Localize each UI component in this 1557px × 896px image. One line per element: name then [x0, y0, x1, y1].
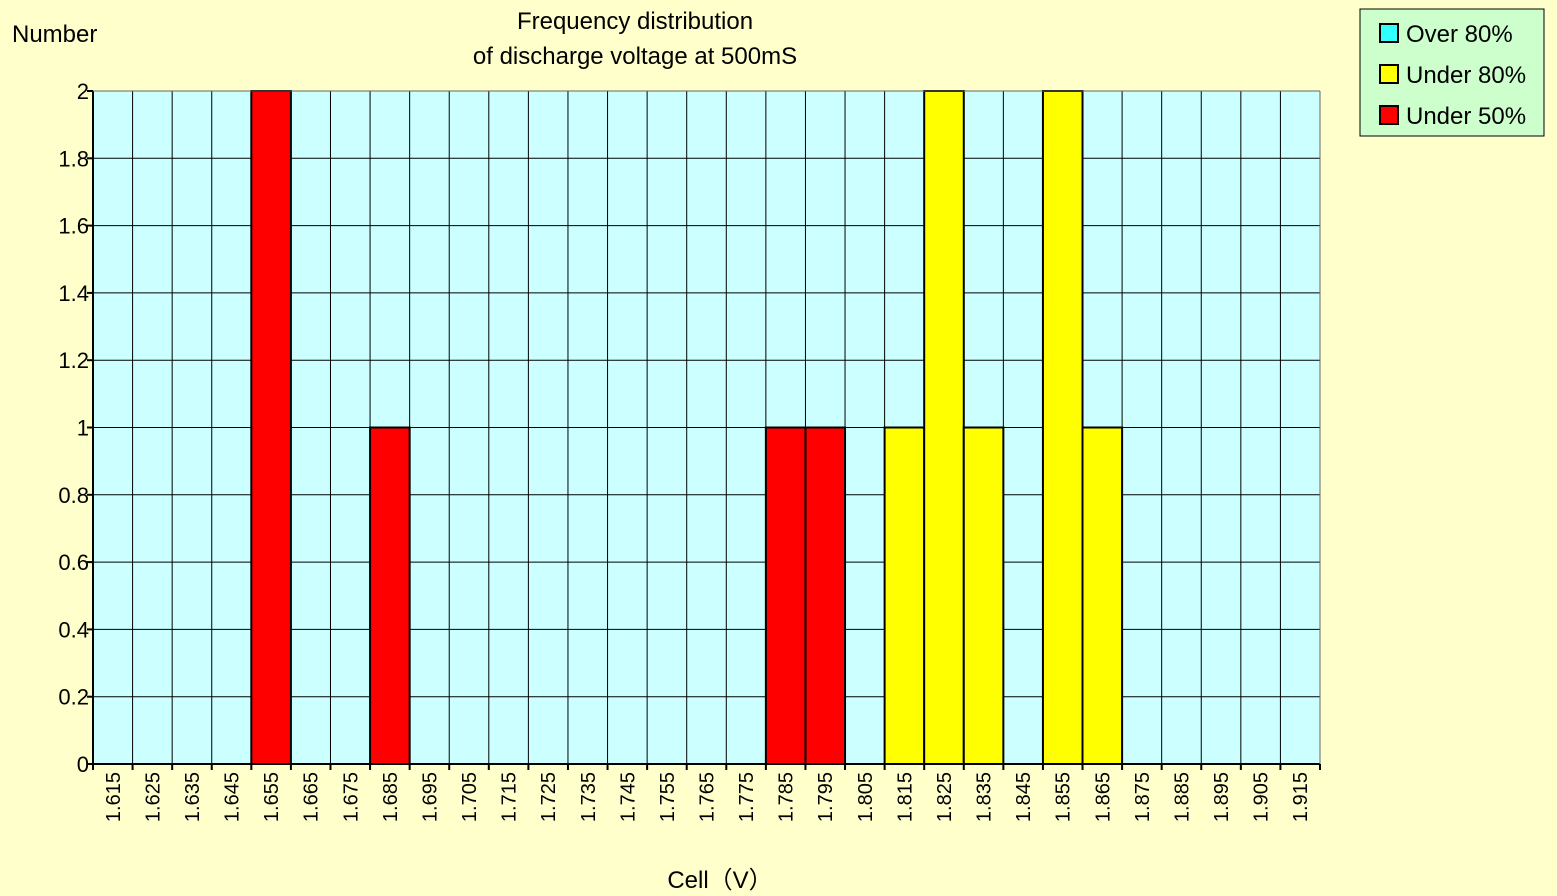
- x-tick-label: 1.685: [380, 772, 402, 822]
- x-tick-label: 1.695: [419, 772, 441, 822]
- x-tick-label: 1.815: [894, 772, 916, 822]
- x-tick-label: 1.775: [736, 772, 758, 822]
- y-tick-labels: 0 0.2 0.4 0.6 0.8 1 1.2 1.4 1.6 1.8 2: [58, 79, 93, 777]
- x-tick-label: 1.885: [1171, 772, 1193, 822]
- legend-label: Over 80%: [1406, 21, 1513, 48]
- bar: [923, 90, 965, 765]
- y-tick-label: 1.2: [58, 348, 89, 373]
- x-tick-label: 1.865: [1092, 772, 1114, 822]
- x-tick-label: 1.795: [815, 772, 837, 822]
- bar: [1041, 90, 1084, 765]
- x-tick-label: 1.845: [1013, 772, 1035, 822]
- x-tick-label: 1.625: [142, 772, 164, 822]
- x-tick-label: 1.765: [697, 772, 719, 822]
- x-tick-label: 1.735: [578, 772, 600, 822]
- x-tick-label: 1.755: [657, 772, 679, 822]
- legend-label: Under 50%: [1406, 103, 1526, 130]
- x-tick-label: 1.835: [974, 772, 996, 822]
- x-tick-labels: 1.615 1.625 1.635 1.645 1.655 1.665 1.675 1.685…: [92, 764, 1321, 822]
- x-tick-label: 1.725: [538, 772, 560, 822]
- x-tick-label: 1.665: [301, 772, 323, 822]
- y-tick-label: 1.6: [58, 214, 89, 239]
- legend-swatch: [1379, 105, 1399, 125]
- bar: [962, 426, 1005, 765]
- y-tick-label: 2: [77, 79, 89, 104]
- y-tick-label: 1: [77, 416, 89, 441]
- x-tick-label: 1.745: [617, 772, 639, 822]
- bar: [804, 426, 847, 765]
- x-tick-label: 1.875: [1132, 772, 1154, 822]
- x-tick-label: 1.785: [776, 772, 798, 822]
- bar: [764, 426, 807, 765]
- legend: Over 80% Under 80% Under 50%: [1359, 8, 1545, 137]
- x-tick-label: 1.825: [934, 772, 956, 822]
- bar: [1081, 426, 1124, 765]
- bar: [369, 426, 411, 765]
- x-tick-label: 1.805: [855, 772, 877, 822]
- x-tick-label: 1.645: [222, 772, 244, 822]
- chart-title-line2: of discharge voltage at 500mS: [473, 43, 797, 70]
- x-tick-label: 1.855: [1053, 772, 1075, 822]
- x-tick-label: 1.895: [1211, 772, 1233, 822]
- y-axis-label: Number: [12, 21, 97, 48]
- x-tick-label: 1.615: [103, 772, 125, 822]
- y-tick-label: 0.8: [58, 483, 89, 508]
- bar: [883, 426, 926, 765]
- x-tick-label: 1.655: [261, 772, 283, 822]
- chart-title-line1: Frequency distribution: [517, 8, 753, 35]
- x-tick-label: 1.905: [1251, 772, 1273, 822]
- legend-swatch: [1379, 64, 1399, 84]
- x-tick-label: 1.635: [182, 772, 204, 822]
- x-tick-label: 1.675: [340, 772, 362, 822]
- y-tick-label: 0.4: [58, 617, 89, 642]
- x-tick-label: 1.715: [499, 772, 521, 822]
- y-tick-label: 1.8: [58, 146, 89, 171]
- bar: [250, 90, 292, 765]
- x-tick-label: 1.705: [459, 772, 481, 822]
- y-tick-label: 0.2: [58, 685, 89, 710]
- y-tick-label: 0: [77, 752, 89, 777]
- x-axis-label: Cell（V）: [667, 867, 772, 894]
- y-tick-label: 0.6: [58, 550, 89, 575]
- legend-label: Under 80%: [1406, 62, 1526, 89]
- legend-swatch: [1379, 23, 1399, 43]
- x-tick-label: 1.915: [1290, 772, 1312, 822]
- y-tick-label: 1.4: [58, 281, 89, 306]
